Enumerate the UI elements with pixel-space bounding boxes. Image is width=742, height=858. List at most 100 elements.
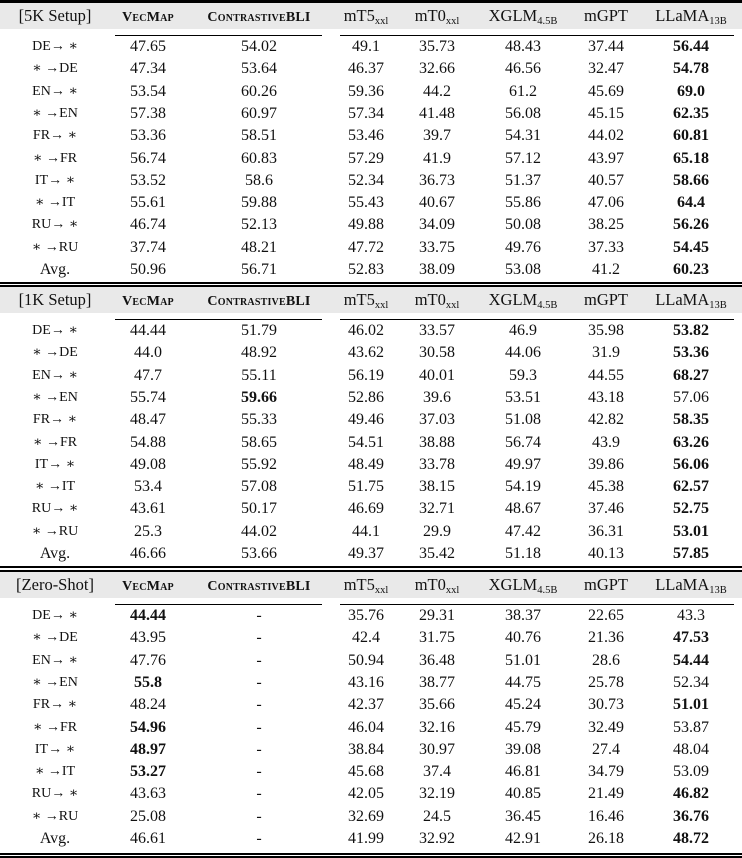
cell-llama: 53.82 — [673, 322, 709, 339]
row-label: Avg. — [39, 261, 71, 278]
cell-xglm: 51.01 — [505, 651, 541, 669]
column-header-base: mT0 — [414, 290, 446, 309]
cell-contrastivebli: - — [256, 696, 262, 714]
cell-mt0: 29.31 — [419, 607, 455, 624]
cell-llama: 60.81 — [673, 127, 709, 145]
cell-contrastivebli: - — [256, 673, 262, 691]
cell-mt5: 49.37 — [348, 545, 384, 562]
cell-mgpt: 40.13 — [588, 545, 624, 562]
column-header-base: mT5 — [343, 575, 375, 594]
column-header-setup: [1K Setup] — [18, 290, 92, 309]
column-header-subscript: 4.5B — [537, 16, 558, 27]
cell-vecmap: 43.61 — [130, 500, 166, 518]
cell-contrastivebli: - — [256, 830, 262, 847]
row-label: ∗ →RU — [31, 239, 79, 255]
cell-mgpt: 42.82 — [588, 411, 624, 429]
cell-mgpt: 43.9 — [592, 433, 620, 451]
row-label: FR→ ∗ — [32, 412, 78, 428]
cell-mt5: 42.05 — [348, 785, 384, 803]
cell-xglm: 44.06 — [505, 344, 541, 362]
column-header-base: mT0 — [414, 575, 446, 594]
cell-mt0: 36.73 — [419, 171, 455, 189]
column-header-subscript: 13B — [709, 585, 727, 596]
cell-llama: 56.26 — [673, 216, 709, 234]
cell-llama: 63.26 — [673, 433, 709, 451]
cell-contrastivebli: - — [256, 740, 262, 758]
cell-contrastivebli: 59.88 — [241, 194, 277, 212]
cell-llama: 52.34 — [673, 673, 709, 691]
column-header-subscript: 13B — [709, 16, 727, 27]
cell-contrastivebli: 57.08 — [241, 478, 277, 496]
bottom-rule — [0, 282, 742, 284]
cmidrule-llms — [340, 604, 734, 605]
row-label: ∗ →EN — [32, 389, 78, 405]
row-label: Avg. — [39, 830, 71, 847]
cell-mgpt: 44.55 — [588, 366, 624, 384]
column-header-base: Contrastive — [207, 294, 286, 309]
cell-xglm: 49.97 — [505, 455, 541, 473]
top-rule — [0, 570, 742, 572]
cell-llama: 58.66 — [673, 171, 709, 189]
cell-mt0: 44.2 — [423, 82, 451, 100]
cell-llama: 64.4 — [677, 194, 705, 212]
cell-contrastivebli: 59.66 — [241, 388, 277, 406]
cell-llama: 53.36 — [673, 344, 709, 362]
cell-mt0: 32.19 — [419, 785, 455, 803]
column-header-base: VecMap — [122, 579, 174, 594]
cell-llama: 43.3 — [677, 607, 705, 624]
cell-mt5: 52.34 — [348, 171, 384, 189]
cell-mt5: 41.99 — [348, 830, 384, 847]
row-label: ∗ →RU — [31, 523, 79, 539]
cell-xglm: 53.08 — [505, 261, 541, 278]
cell-vecmap: 48.24 — [130, 696, 166, 714]
cell-mt5: 46.37 — [348, 60, 384, 78]
cell-mt0: 30.58 — [419, 344, 455, 362]
cell-vecmap: 47.7 — [134, 366, 162, 384]
cell-mt0: 40.67 — [419, 194, 455, 212]
cell-contrastivebli: - — [256, 629, 262, 647]
cell-mt5: 49.1 — [352, 38, 380, 55]
cell-mt5: 35.76 — [348, 607, 384, 624]
cell-mgpt: 34.79 — [588, 763, 624, 781]
cell-mt0: 30.97 — [419, 740, 455, 758]
cell-vecmap: 54.88 — [130, 433, 166, 451]
cell-xglm: 49.76 — [505, 238, 541, 256]
cell-mt5: 51.75 — [348, 478, 384, 496]
cell-contrastivebli: 55.92 — [241, 455, 277, 473]
cell-contrastivebli: 58.51 — [241, 127, 277, 145]
cell-xglm: 51.37 — [505, 171, 541, 189]
cell-xglm: 36.45 — [505, 807, 541, 825]
column-header-text: ContrastiveBLI — [207, 579, 310, 594]
cell-vecmap: 55.61 — [130, 194, 166, 212]
row-label: RU→ ∗ — [31, 786, 79, 802]
cell-llama: 69.0 — [677, 82, 705, 100]
cell-mt0: 38.09 — [419, 261, 455, 278]
column-header-base: mT0 — [414, 6, 446, 25]
cell-xglm: 45.79 — [505, 718, 541, 736]
cell-llama: 56.44 — [673, 38, 709, 55]
cell-vecmap: 55.74 — [130, 388, 166, 406]
cell-contrastivebli: 54.02 — [241, 38, 277, 55]
column-header-mt0: mT0xxl — [400, 287, 474, 313]
cell-vecmap: 25.3 — [134, 522, 162, 540]
cell-vecmap: 44.44 — [130, 322, 166, 339]
cell-mt5: 46.69 — [348, 500, 384, 518]
row-label: EN→ ∗ — [32, 652, 78, 668]
row-label: DE→ ∗ — [32, 323, 78, 338]
cell-mgpt: 44.02 — [588, 127, 624, 145]
cell-vecmap: 48.97 — [130, 740, 166, 758]
column-header-base: Contrastive — [207, 579, 286, 594]
cell-vecmap: 53.4 — [134, 478, 162, 496]
cell-mgpt: 35.98 — [588, 322, 624, 339]
cell-contrastivebli: 44.02 — [241, 522, 277, 540]
cmidrule-llms — [340, 35, 734, 36]
column-header-text: VecMap — [122, 294, 174, 309]
cell-mt5: 57.34 — [348, 104, 384, 122]
cell-mt0: 38.15 — [419, 478, 455, 496]
column-header-subscript: xxl — [445, 16, 460, 27]
column-header-base: VecMap — [122, 10, 174, 25]
column-header-subscript: 4.5B — [537, 300, 558, 311]
column-header-subscript: xxl — [445, 300, 460, 311]
column-header-base: mGPT — [583, 290, 628, 309]
cell-mgpt: 43.97 — [588, 149, 624, 167]
